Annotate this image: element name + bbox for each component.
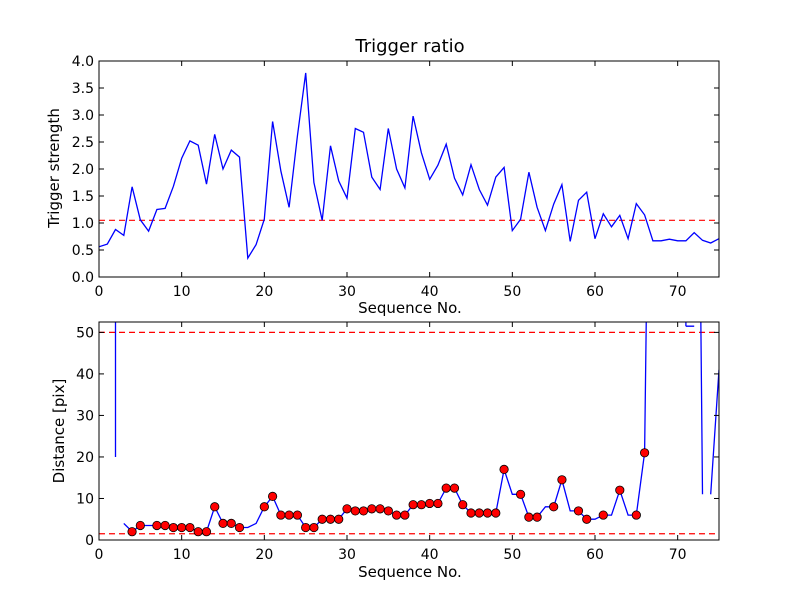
data-point	[168, 522, 178, 533]
x-tick-label: 10	[173, 547, 191, 563]
data-point	[284, 510, 294, 520]
axes-frame	[98, 321, 720, 541]
data-point	[375, 504, 385, 514]
data-point	[582, 514, 592, 524]
data-point	[193, 527, 203, 537]
data-point	[177, 522, 187, 533]
data-point	[524, 512, 534, 522]
data-point	[441, 483, 451, 493]
data-point	[391, 510, 402, 520]
x-tick-label: 0	[95, 547, 104, 563]
data-point	[226, 518, 236, 528]
x-tick-label: 70	[669, 284, 687, 300]
x-axis-label: Sequence No.	[358, 299, 462, 317]
data-point	[615, 485, 625, 495]
data-point	[135, 520, 145, 531]
x-tick-label: 50	[503, 547, 521, 563]
data-point	[276, 510, 286, 520]
y-tick-label: 4.0	[72, 54, 94, 70]
data-point	[358, 506, 369, 516]
data-point	[499, 464, 509, 475]
data-point	[127, 527, 137, 537]
y-tick-label: 1.5	[72, 189, 94, 205]
data-point	[449, 483, 460, 493]
data-point	[292, 510, 302, 520]
x-axis-label: Sequence No.	[358, 563, 462, 581]
y-tick-label: 20	[76, 450, 94, 466]
y-tick-label: 30	[76, 408, 94, 424]
data-point	[598, 510, 608, 520]
y-tick-label: 3.0	[72, 108, 94, 124]
data-point	[482, 508, 493, 518]
data-point	[416, 500, 426, 510]
y-tick-label: 1.0	[72, 216, 94, 232]
y-tick-label: 2.5	[72, 135, 94, 151]
data-point	[458, 500, 468, 510]
data-point	[201, 527, 212, 537]
x-tick-label: 30	[338, 284, 356, 300]
y-tick-label: 0	[85, 533, 94, 549]
data-point	[408, 500, 418, 510]
data-point	[631, 510, 641, 520]
data-point	[259, 502, 269, 512]
data-point	[218, 518, 228, 528]
data-point	[433, 498, 443, 509]
y-tick-label: 2.0	[72, 162, 94, 178]
data-point	[367, 504, 377, 514]
data-point	[549, 502, 559, 512]
plot-area	[99, 61, 719, 277]
data-point	[383, 506, 393, 516]
y-tick-label: 0.0	[72, 270, 94, 286]
x-tick-label: 50	[503, 284, 521, 300]
y-axis-label: Distance [pix]	[50, 379, 68, 484]
y-tick-label: 3.5	[72, 81, 94, 97]
data-point	[350, 506, 360, 516]
x-tick-label: 20	[255, 284, 273, 300]
data-point	[400, 510, 410, 520]
data-point	[301, 522, 311, 533]
trigger-ratio-plot: Trigger ratio Sequence No. Trigger stren…	[45, 36, 720, 317]
y-tick-label: 40	[76, 367, 94, 383]
data-point	[325, 514, 336, 524]
data-point	[334, 514, 344, 524]
data-point	[425, 498, 435, 509]
data-point	[515, 489, 526, 499]
y-tick-label: 10	[76, 491, 94, 507]
data-point	[557, 475, 567, 485]
data-point	[267, 491, 278, 501]
data-point	[466, 508, 476, 518]
y-tick-label: 50	[76, 325, 94, 341]
x-tick-label: 30	[338, 547, 356, 563]
x-tick-label: 70	[669, 547, 687, 563]
data-point	[639, 448, 650, 458]
data-point	[491, 508, 501, 518]
data-point	[532, 512, 542, 522]
series-line	[99, 72, 719, 261]
chart-title: Trigger ratio	[354, 36, 464, 57]
data-point	[317, 514, 327, 524]
data-point	[152, 520, 162, 531]
data-point	[474, 508, 484, 518]
x-tick-label: 40	[421, 284, 439, 300]
y-tick-label: 0.5	[72, 243, 94, 259]
data-point	[342, 504, 352, 514]
y-axis-label: Trigger strength	[45, 108, 63, 229]
data-point	[160, 520, 170, 531]
data-point	[309, 522, 319, 533]
x-tick-label: 20	[255, 547, 273, 563]
data-point	[185, 522, 195, 533]
x-tick-label: 60	[586, 547, 604, 563]
distance-plot: Sequence No. Distance [pix] 0 10 20 30 40 50 6…	[50, 321, 720, 581]
x-tick-label: 60	[586, 284, 604, 300]
data-point	[210, 502, 220, 512]
x-tick-label: 40	[421, 547, 439, 563]
x-tick-label: 10	[173, 284, 191, 300]
data-point	[573, 506, 584, 516]
data-point	[234, 522, 245, 533]
x-tick-label: 0	[95, 284, 104, 300]
